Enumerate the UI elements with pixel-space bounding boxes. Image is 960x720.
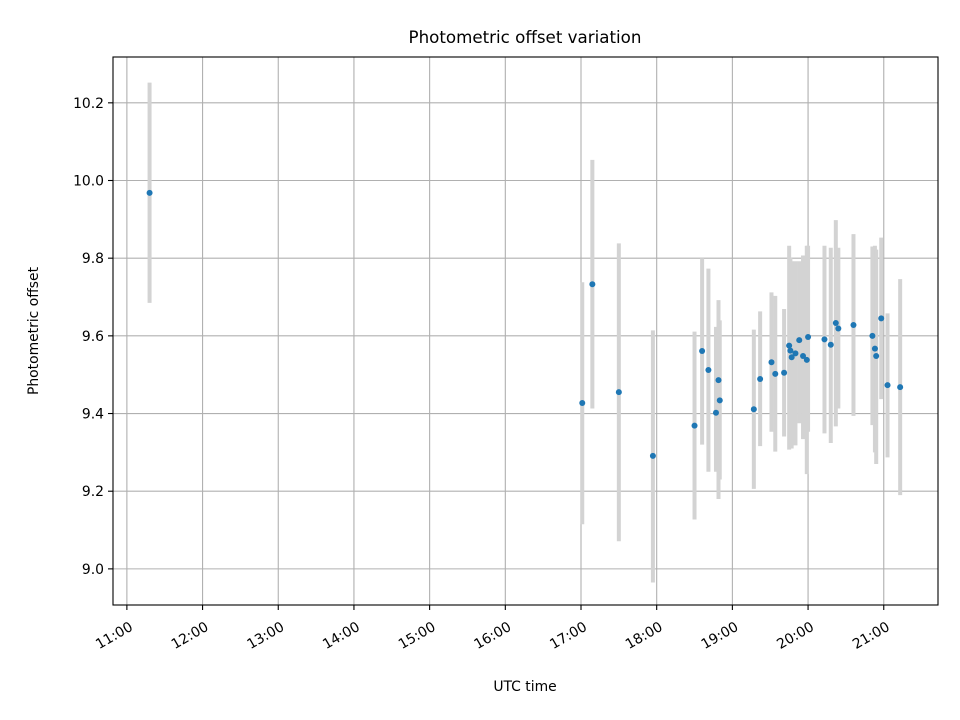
data-point xyxy=(699,348,706,355)
data-points xyxy=(146,189,904,459)
y-tick-label: 9.6 xyxy=(82,329,104,345)
y-tick-label: 10.0 xyxy=(73,174,104,190)
data-point xyxy=(781,369,788,376)
y-tick-label: 9.8 xyxy=(82,251,104,267)
data-point xyxy=(716,397,723,404)
data-point xyxy=(750,406,757,413)
x-axis-label: UTC time xyxy=(493,679,556,695)
y-tick-label: 9.4 xyxy=(82,407,104,423)
data-point xyxy=(850,321,857,328)
data-point xyxy=(715,377,722,384)
data-point xyxy=(786,342,793,349)
data-point xyxy=(579,400,586,407)
data-point xyxy=(835,325,842,332)
data-point xyxy=(884,382,891,389)
data-point xyxy=(803,356,810,363)
data-point xyxy=(768,359,775,366)
data-point xyxy=(832,320,839,327)
data-point xyxy=(615,389,622,396)
y-tick-label: 9.0 xyxy=(82,562,104,578)
data-point xyxy=(757,375,764,382)
data-point xyxy=(827,341,834,348)
data-point xyxy=(589,281,596,288)
y-tick-label: 10.2 xyxy=(73,96,104,112)
chart-title: Photometric offset variation xyxy=(409,27,642,47)
data-point xyxy=(897,384,904,391)
data-point xyxy=(805,334,812,341)
data-point xyxy=(146,189,153,196)
data-point xyxy=(712,409,719,416)
data-point xyxy=(796,337,803,344)
plot-frame xyxy=(112,56,939,606)
y-tick-label: 9.2 xyxy=(82,484,104,500)
data-point xyxy=(691,422,698,429)
y-axis-label: Photometric offset xyxy=(26,266,42,395)
data-point xyxy=(800,353,807,360)
data-point xyxy=(792,350,799,357)
data-point xyxy=(821,336,828,343)
data-point xyxy=(788,354,795,361)
data-point xyxy=(871,345,878,352)
data-point xyxy=(873,353,880,360)
data-point xyxy=(772,370,779,377)
y-axis-ticks: 9.0 9.2 9.4 9.6 9.8 10.0 10.2 xyxy=(73,96,113,578)
data-point xyxy=(787,347,794,354)
data-point xyxy=(878,315,885,322)
data-point xyxy=(649,452,656,459)
data-point xyxy=(705,367,712,374)
data-point xyxy=(869,332,876,339)
